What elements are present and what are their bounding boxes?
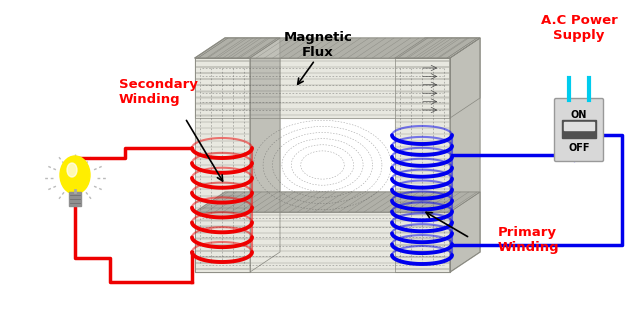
Bar	[69, 192, 81, 206]
Text: Secondary
Winding: Secondary Winding	[118, 78, 197, 106]
Ellipse shape	[67, 163, 77, 177]
Polygon shape	[195, 38, 480, 58]
Bar	[564, 122, 594, 130]
Polygon shape	[450, 38, 480, 272]
Text: OFF: OFF	[568, 143, 589, 153]
Polygon shape	[195, 192, 480, 212]
Bar	[562, 120, 596, 138]
Polygon shape	[450, 192, 480, 272]
Polygon shape	[250, 38, 280, 272]
Polygon shape	[195, 38, 280, 58]
Polygon shape	[450, 38, 480, 118]
Polygon shape	[395, 58, 450, 272]
Ellipse shape	[60, 156, 90, 194]
Text: Magnetic
Flux: Magnetic Flux	[284, 31, 353, 59]
Polygon shape	[195, 58, 250, 272]
Text: Primary
Winding: Primary Winding	[498, 226, 559, 254]
Polygon shape	[195, 212, 450, 272]
Text: A.C Power
Supply: A.C Power Supply	[541, 14, 618, 42]
Text: ON: ON	[571, 110, 587, 120]
Polygon shape	[195, 58, 450, 118]
Polygon shape	[395, 38, 480, 58]
FancyBboxPatch shape	[554, 99, 604, 162]
